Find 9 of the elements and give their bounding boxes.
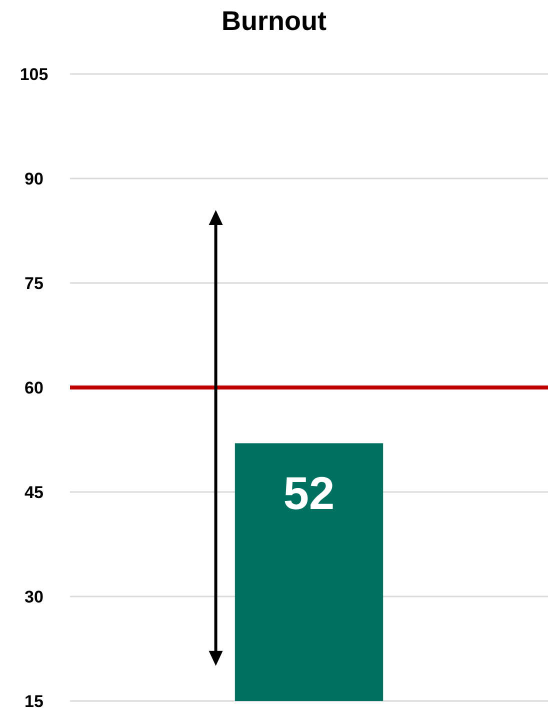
y-tick-label: 30 [24, 587, 44, 606]
y-tick-label: 15 [24, 692, 44, 711]
y-tick-label: 45 [24, 482, 44, 502]
data-label: 52 [283, 467, 335, 520]
y-tick-label: 60 [24, 378, 44, 398]
y-tick-label: 90 [24, 169, 44, 188]
y-tick-label: 75 [24, 274, 44, 293]
chart-title: Burnout [222, 6, 326, 36]
y-tick-label: 105 [20, 64, 48, 84]
